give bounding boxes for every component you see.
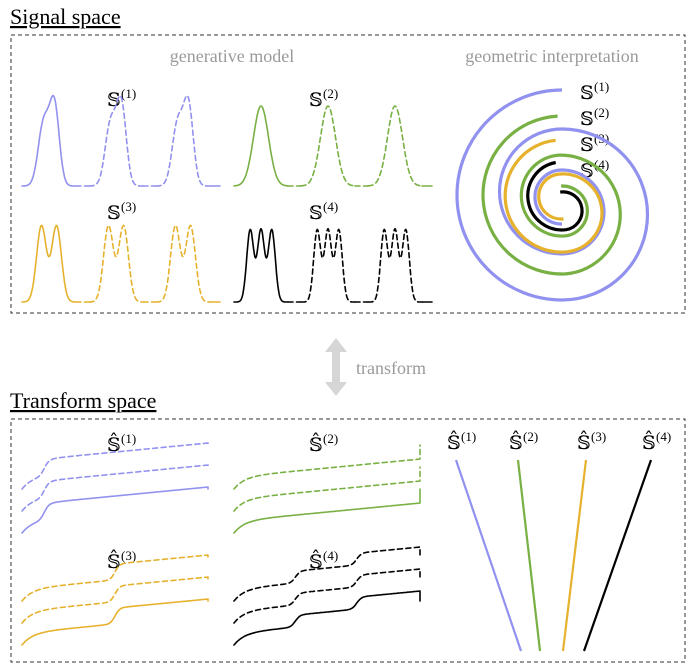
signal-panel-1 [21, 94, 221, 187]
transform-curve-1 [233, 488, 421, 534]
signal-label-4: 𝕊 (4) [309, 199, 338, 224]
pulse-3 [155, 94, 211, 187]
transform-curve-2 [21, 464, 209, 512]
line-label-4: 𝕊̂ (4) [642, 429, 671, 454]
pulse-2 [300, 227, 356, 303]
transform-panel-4 [233, 546, 421, 646]
svg-text:(2): (2) [323, 86, 338, 101]
spiral-4 [526, 160, 584, 232]
pulse-1 [21, 224, 77, 303]
transform-plots [21, 442, 421, 646]
signal-label-3: 𝕊 (3) [107, 199, 136, 224]
svg-text:𝕊̂: 𝕊̂ [309, 432, 323, 456]
signal-space-title: Signal space [10, 4, 121, 29]
pulse-2 [88, 224, 144, 303]
svg-text:(1): (1) [594, 79, 609, 94]
transform-curve-2 [233, 568, 421, 624]
spiral-2 [481, 114, 622, 276]
transform-line-3 [561, 459, 588, 652]
transform-space-title: Transform space [10, 388, 156, 413]
transform-label: transform [356, 358, 426, 378]
signal-panel-4 [233, 227, 433, 303]
spiral-label-2: 𝕊 (2) [580, 105, 609, 130]
transform-curve-3 [233, 546, 421, 602]
transform-curve-3 [21, 442, 209, 490]
svg-text:(4): (4) [656, 429, 671, 444]
svg-text:𝕊̂: 𝕊̂ [577, 430, 591, 454]
svg-text:𝕊: 𝕊 [309, 202, 323, 224]
transform-curve-1 [21, 598, 209, 646]
svg-text:(2): (2) [323, 431, 338, 446]
svg-text:(2): (2) [594, 105, 609, 120]
pulse-3 [367, 227, 423, 303]
svg-text:(3): (3) [121, 548, 136, 563]
svg-text:𝕊̂: 𝕊̂ [107, 432, 121, 456]
transform-line-1 [454, 459, 523, 652]
svg-text:𝕊̂: 𝕊̂ [509, 430, 523, 454]
svg-text:(3): (3) [591, 429, 606, 444]
signal-space-frame [10, 34, 686, 314]
pulse-1 [21, 94, 77, 187]
pulse-2 [88, 94, 144, 187]
transform-panel-3 [21, 554, 209, 646]
signal-plots [21, 94, 433, 303]
svg-text:𝕊̂: 𝕊̂ [107, 549, 121, 573]
transform-arrow: transform [325, 338, 426, 396]
transform-space-frame [10, 418, 686, 663]
signal-panel-2 [233, 105, 433, 187]
spiral-3 [503, 138, 604, 254]
geometric-interpretation-label: geometric interpretation [465, 46, 638, 66]
pulse-2 [300, 105, 356, 187]
pulse-3 [367, 105, 423, 187]
pulse-1 [233, 105, 289, 187]
transform-lines [454, 459, 653, 652]
svg-text:𝕊: 𝕊 [580, 134, 594, 156]
transform-curve-1 [233, 590, 421, 646]
svg-text:𝕊̂: 𝕊̂ [309, 549, 323, 573]
svg-text:(2): (2) [523, 429, 538, 444]
transform-label-4: 𝕊̂ (4) [309, 548, 338, 573]
transform-curve-2 [233, 466, 421, 512]
svg-text:𝕊: 𝕊 [309, 89, 323, 111]
svg-text:(1): (1) [121, 86, 136, 101]
pulse-1 [233, 227, 289, 303]
transform-panel-2 [233, 444, 421, 534]
signal-panel-3 [21, 224, 221, 303]
svg-text:𝕊: 𝕊 [580, 108, 594, 130]
svg-text:(4): (4) [323, 548, 338, 563]
svg-text:𝕊: 𝕊 [107, 89, 121, 111]
transform-line-2 [516, 459, 542, 652]
transform-panel-1 [21, 442, 209, 534]
line-label-3: 𝕊̂ (3) [577, 429, 606, 454]
signal-label-2: 𝕊 (2) [309, 86, 338, 111]
svg-text:𝕊̂: 𝕊̂ [642, 430, 656, 454]
svg-text:(1): (1) [461, 429, 476, 444]
signal-label-1: 𝕊 (1) [107, 86, 136, 111]
spiral-label-1: 𝕊 (1) [580, 79, 609, 104]
svg-text:(1): (1) [121, 431, 136, 446]
svg-text:𝕊̂: 𝕊̂ [447, 430, 461, 454]
generative-model-label: generative model [170, 46, 294, 66]
line-label-1: 𝕊̂ (1) [447, 429, 476, 454]
transform-curve-1 [21, 486, 209, 534]
svg-text:𝕊: 𝕊 [107, 202, 121, 224]
transform-curve-3 [233, 444, 421, 490]
transform-curve-2 [21, 576, 209, 624]
spiral-1 [455, 88, 650, 302]
double-arrow-icon [325, 338, 347, 396]
transform-label-1: 𝕊̂ (1) [107, 431, 136, 456]
pulse-3 [155, 224, 211, 303]
transform-label-2: 𝕊̂ (2) [309, 431, 338, 456]
transform-line-4 [582, 459, 653, 652]
svg-text:(4): (4) [323, 199, 338, 214]
transform-curve-3 [21, 554, 209, 602]
spirals [455, 88, 650, 302]
transform-label-3: 𝕊̂ (3) [107, 548, 136, 573]
svg-text:𝕊: 𝕊 [580, 82, 594, 104]
line-label-2: 𝕊̂ (2) [509, 429, 538, 454]
svg-text:(3): (3) [121, 199, 136, 214]
